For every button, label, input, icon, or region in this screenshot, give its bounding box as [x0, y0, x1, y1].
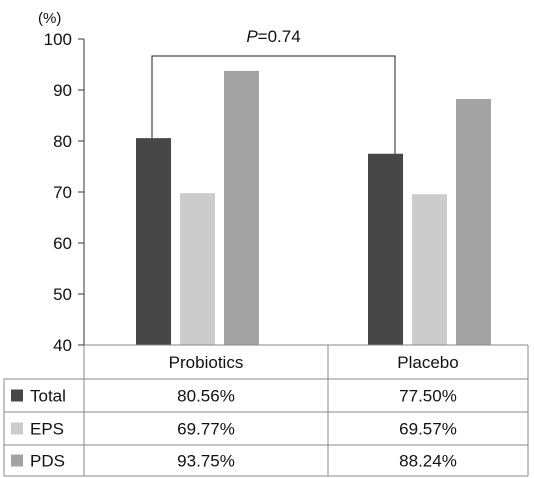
- legend-label-pds: PDS: [30, 452, 65, 471]
- bracket-line: [151, 55, 396, 154]
- y-tick-label: 70: [53, 183, 72, 202]
- bar-eps-placebo: [412, 194, 447, 345]
- category-label-probiotics: Probiotics: [169, 353, 244, 372]
- data-table: Probiotics Placebo Total 80.56% 77.50% EPS 69.…: [3, 344, 529, 477]
- y-unit-label: (%): [38, 10, 61, 27]
- y-tick-label: 60: [53, 234, 72, 253]
- bar-total-probiotics: [136, 138, 171, 345]
- table-cell-total-placebo: 77.50%: [399, 387, 457, 406]
- bar-pds-probiotics: [224, 70, 259, 345]
- bar-pds-placebo: [456, 98, 491, 345]
- y-tick-label: 50: [53, 285, 72, 304]
- bars: [136, 70, 491, 345]
- legend-swatch-total: [11, 389, 23, 402]
- table-cell-eps-placebo: 69.57%: [399, 420, 457, 439]
- legend-swatch-eps: [11, 422, 23, 435]
- category-label-placebo: Placebo: [397, 353, 458, 372]
- table-cell-pds-placebo: 88.24%: [399, 452, 457, 471]
- legend-label-eps: EPS: [30, 420, 64, 439]
- y-axis: (%) 40 50 60 70 80 90 100: [38, 10, 85, 355]
- table-cell-eps-probiotics: 69.77%: [177, 420, 235, 439]
- legend-swatch-pds: [11, 454, 23, 467]
- y-tick-label: 40: [53, 336, 72, 355]
- p-value-annotation: P=0.74: [246, 27, 300, 46]
- table-cell-pds-probiotics: 93.75%: [177, 452, 235, 471]
- y-tick-label: 90: [53, 81, 72, 100]
- y-tick-label: 100: [44, 30, 72, 49]
- legend-label-total: Total: [30, 387, 66, 406]
- table-cell-total-probiotics: 80.56%: [177, 387, 235, 406]
- y-tick-label: 80: [53, 132, 72, 151]
- bar-eps-probiotics: [180, 193, 215, 345]
- significance-bracket: P=0.74: [151, 27, 396, 154]
- bar-total-placebo: [368, 153, 403, 345]
